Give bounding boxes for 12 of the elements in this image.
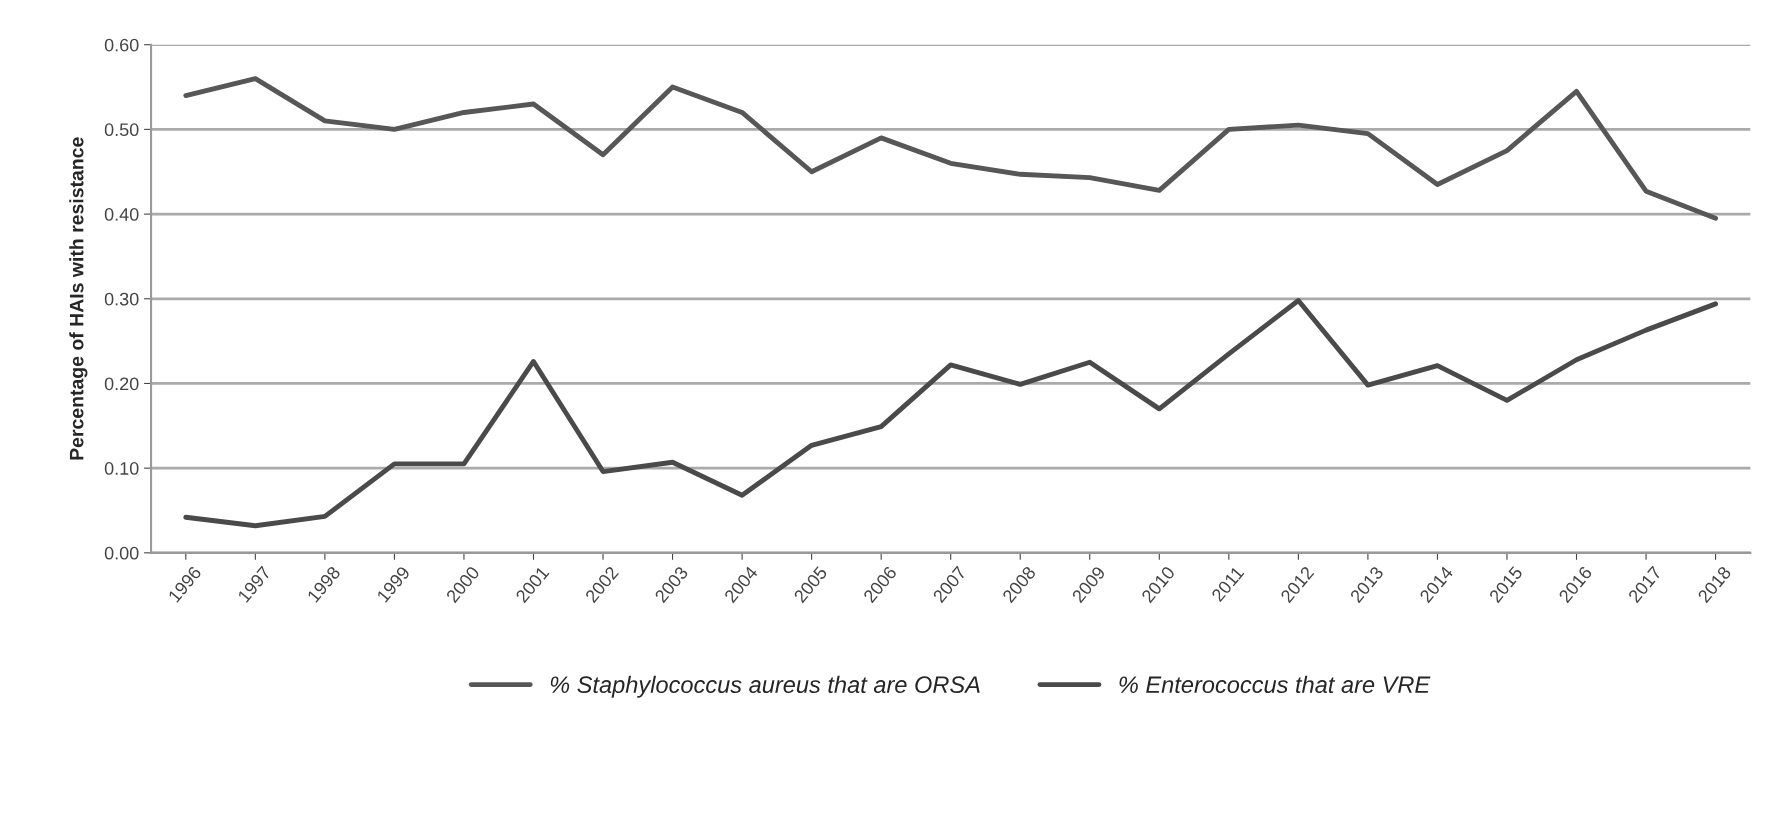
y-tick-label: 0.30: [104, 292, 139, 306]
line-series: [183, 298, 1719, 529]
y-tick-label: 0.60: [104, 38, 139, 52]
y-axis-title: Percentage of HAIs with resistance: [69, 137, 88, 460]
y-tick-label: 0.00: [104, 546, 139, 560]
y-tick-label: 0.40: [104, 208, 139, 221]
y-tick-label: 0.50: [104, 123, 139, 137]
legend-label: % Enterococcus that are VRE: [1119, 675, 1431, 694]
y-tick-label: 0.20: [104, 377, 139, 391]
y-tick-label: 0.10: [104, 462, 139, 475]
line-series: [183, 76, 1719, 221]
legend-label: % Staphylococcus aureus that are ORSA: [550, 675, 980, 698]
